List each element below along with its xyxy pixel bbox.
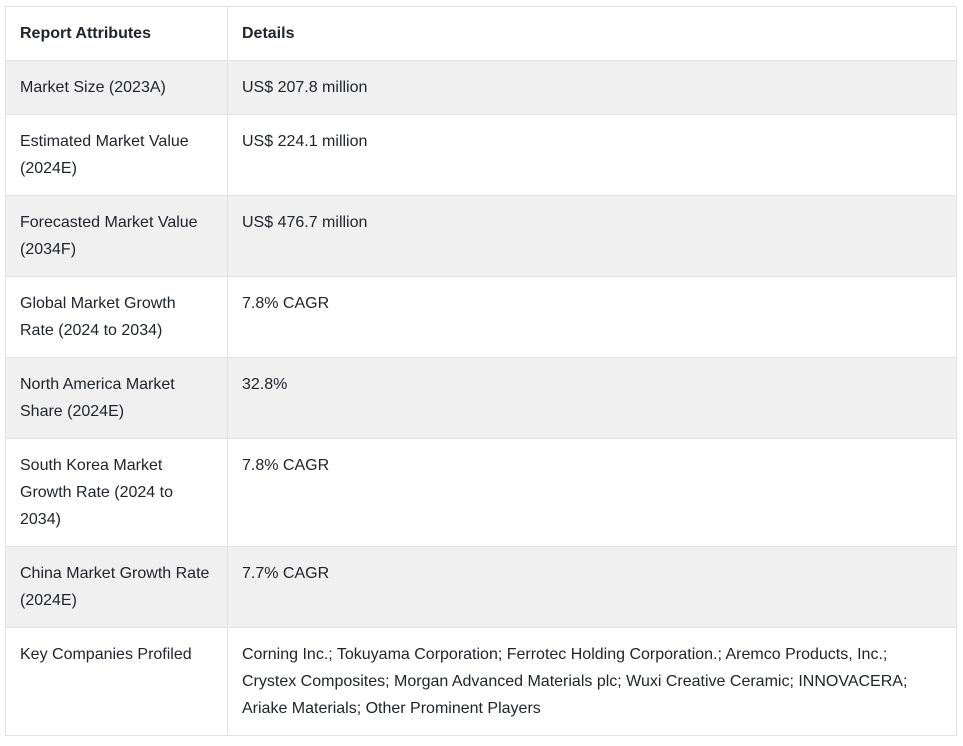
detail-cell: US$ 224.1 million bbox=[227, 114, 957, 196]
detail-cell: US$ 207.8 million bbox=[227, 60, 957, 115]
table-row: Key Companies Profiled Corning Inc.; Tok… bbox=[5, 627, 957, 736]
report-attributes-table: Report Attributes Details Market Size (2… bbox=[5, 6, 957, 736]
attribute-cell: South Korea Market Growth Rate (2024 to … bbox=[5, 438, 228, 547]
table-row: Market Size (2023A) US$ 207.8 million bbox=[5, 60, 957, 115]
detail-cell: 32.8% bbox=[227, 357, 957, 439]
detail-cell: 7.7% CAGR bbox=[227, 546, 957, 628]
table-row: South Korea Market Growth Rate (2024 to … bbox=[5, 438, 957, 547]
column-header-details: Details bbox=[227, 6, 957, 61]
attribute-cell: China Market Growth Rate (2024E) bbox=[5, 546, 228, 628]
attribute-cell: Forecasted Market Value (2034F) bbox=[5, 195, 228, 277]
header-row: Report Attributes Details bbox=[5, 6, 957, 61]
detail-cell: 7.8% CAGR bbox=[227, 438, 957, 547]
attribute-cell: North America Market Share (2024E) bbox=[5, 357, 228, 439]
column-header-report-attributes: Report Attributes bbox=[5, 6, 228, 61]
table-row: Global Market Growth Rate (2024 to 2034)… bbox=[5, 276, 957, 358]
attribute-cell: Key Companies Profiled bbox=[5, 627, 228, 736]
table-header: Report Attributes Details bbox=[5, 6, 957, 61]
detail-cell: 7.8% CAGR bbox=[227, 276, 957, 358]
detail-cell: Corning Inc.; Tokuyama Corporation; Ferr… bbox=[227, 627, 957, 736]
table-row: North America Market Share (2024E) 32.8% bbox=[5, 357, 957, 439]
detail-cell: US$ 476.7 million bbox=[227, 195, 957, 277]
table-body: Market Size (2023A) US$ 207.8 million Es… bbox=[5, 60, 957, 736]
attribute-cell: Estimated Market Value (2024E) bbox=[5, 114, 228, 196]
attribute-cell: Market Size (2023A) bbox=[5, 60, 228, 115]
table-row: China Market Growth Rate (2024E) 7.7% CA… bbox=[5, 546, 957, 628]
table-row: Forecasted Market Value (2034F) US$ 476.… bbox=[5, 195, 957, 277]
attribute-cell: Global Market Growth Rate (2024 to 2034) bbox=[5, 276, 228, 358]
table-row: Estimated Market Value (2024E) US$ 224.1… bbox=[5, 114, 957, 196]
